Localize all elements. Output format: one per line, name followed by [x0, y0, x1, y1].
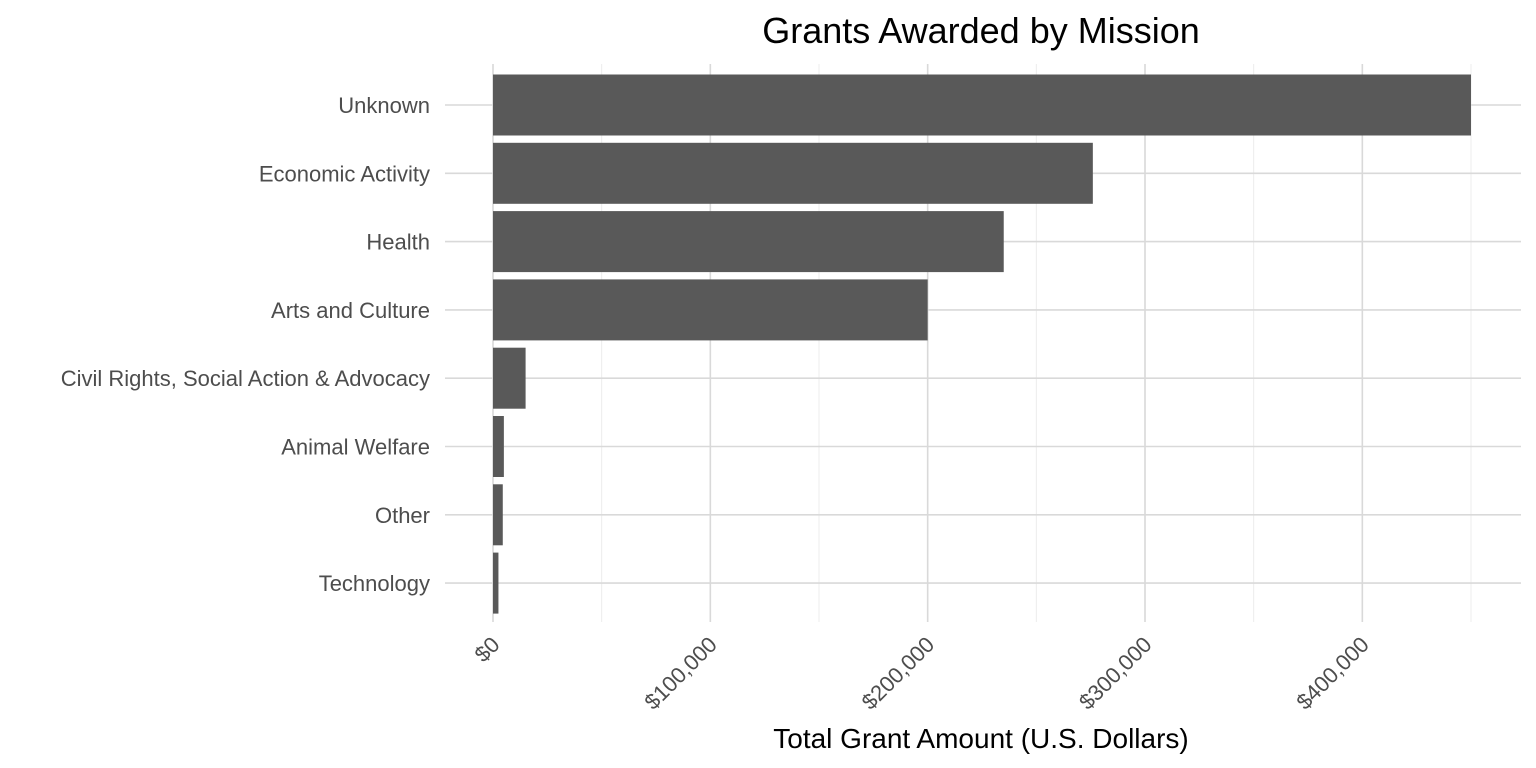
x-tick-label: $0 [470, 632, 505, 667]
x-tick-labels: $0 $100,000 $200,000 $300,000 $400,000 [470, 632, 1374, 715]
bar-health [493, 211, 1004, 273]
x-tick-label: $100,000 [639, 632, 722, 715]
category-label: Economic Activity [259, 161, 430, 186]
bar-civil-rights-social-action-advocacy [493, 347, 526, 409]
category-label: Animal Welfare [281, 435, 430, 460]
category-label: Other [375, 503, 430, 528]
category-label: Technology [319, 571, 430, 596]
bar-economic-activity [493, 142, 1093, 204]
bar-animal-welfare [493, 416, 504, 477]
bar-unknown [493, 74, 1471, 136]
bars [493, 74, 1471, 614]
category-label: Unknown [338, 93, 430, 118]
category-label: Arts and Culture [271, 298, 430, 323]
bar-other [493, 484, 503, 546]
x-tick-label: $200,000 [857, 632, 940, 715]
chart-title: Grants Awarded by Mission [762, 10, 1200, 51]
x-tick-label: $300,000 [1074, 632, 1157, 715]
category-label: Civil Rights, Social Action & Advocacy [61, 366, 430, 391]
bar-arts-and-culture [493, 279, 928, 341]
category-labels: Unknown Economic Activity Health Arts and C… [61, 93, 430, 596]
x-tick-label: $400,000 [1291, 632, 1374, 715]
category-label: Health [366, 230, 430, 255]
bar-technology [493, 552, 499, 614]
x-axis-title: Total Grant Amount (U.S. Dollars) [773, 723, 1188, 754]
